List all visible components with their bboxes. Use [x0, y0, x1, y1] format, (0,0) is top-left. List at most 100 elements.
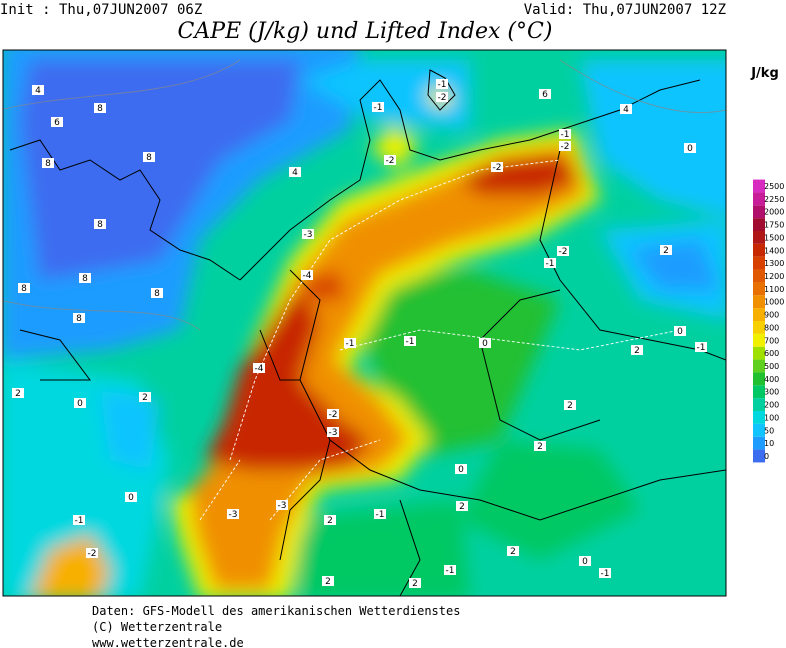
map: 4 6 8 8 8 8 8 8 8 8 2 0 2 0 -1 -2 4 -1 -2 -1 -2 6 4 -1 -2 -2 0 -3 -4…	[3, 50, 726, 596]
colorbar-segment	[753, 282, 765, 296]
colorbar-label: 10	[764, 439, 774, 448]
contour-label: 4	[623, 105, 629, 115]
colorbar-segment	[753, 218, 765, 231]
contour-label: -1	[75, 516, 84, 526]
label-box	[684, 143, 696, 153]
init-time: Init : Thu,07JUN2007 06Z	[0, 2, 202, 18]
label-box	[12, 388, 24, 398]
label-box	[301, 270, 313, 280]
colorbar-segment	[753, 231, 765, 244]
contour-label: -4	[303, 271, 312, 281]
contour-label: 0	[582, 557, 588, 567]
contour-label: 6	[54, 118, 60, 128]
contour-label: 8	[82, 274, 88, 284]
contour-label: 4	[292, 168, 298, 178]
label-box	[94, 219, 106, 229]
contour-label: 0	[128, 493, 134, 503]
label-box	[32, 85, 44, 95]
label-box	[322, 576, 334, 586]
colorbar: 0 10 50 100 200 300 400 500 600 700 800 900 1000 1100…	[753, 179, 784, 463]
label-box	[374, 509, 386, 519]
label-box	[42, 158, 54, 168]
label-box	[491, 162, 503, 172]
label-box	[559, 141, 571, 151]
label-box	[455, 464, 467, 474]
contour-label: -4	[255, 364, 264, 374]
label-box	[73, 313, 85, 323]
label-box	[384, 155, 396, 165]
label-box	[289, 167, 301, 177]
label-box	[559, 129, 571, 139]
label-box	[599, 568, 611, 578]
contour-label: -3	[329, 428, 338, 438]
label-box	[409, 578, 421, 588]
label-box	[344, 338, 356, 348]
contour-label: -1	[561, 130, 570, 140]
contour-label: 8	[45, 159, 51, 169]
colorbar-segment	[753, 359, 765, 373]
label-box	[324, 515, 336, 525]
contour-label: 8	[97, 220, 103, 230]
colorbar-segment	[753, 333, 765, 347]
contour-label: 2	[510, 547, 516, 557]
contour-label: -1	[546, 259, 555, 269]
colorbar-segment	[753, 295, 765, 309]
colorbar-label: 1400	[764, 246, 784, 255]
contour-label: 2	[325, 577, 331, 587]
colorbar-label: 50	[764, 426, 774, 435]
label-box	[125, 492, 137, 502]
colorbar-label: 2500	[764, 182, 784, 191]
colorbar-label: 800	[764, 323, 779, 332]
label-box	[74, 398, 86, 408]
colorbar-segment	[753, 321, 765, 334]
contour-label: 0	[77, 399, 83, 409]
colorbar-segment	[753, 423, 765, 437]
label-box	[18, 283, 30, 293]
contour-label: -1	[446, 566, 455, 576]
label-box	[539, 89, 551, 99]
label-box	[436, 79, 448, 89]
label-box	[73, 515, 85, 525]
contour-label: -2	[329, 410, 338, 420]
contour-label: 0	[687, 144, 693, 154]
colorbar-segment	[753, 398, 765, 411]
contour-labels: 4 6 8 8 8 8 8 8 8 8 2 0 2 0 -1 -2 4 -1 -2 -1 -2 6 4 -1 -2 -2 0 -3 -4…	[12, 79, 707, 589]
label-box	[507, 546, 519, 556]
valid-time: Valid: Thu,07JUN2007 12Z	[524, 2, 726, 18]
colorbar-label: 1200	[764, 272, 784, 281]
label-box	[51, 117, 63, 127]
contour-label: -2	[559, 247, 568, 257]
colorbar-label: 300	[764, 388, 779, 397]
label-box	[620, 104, 632, 114]
label-box	[579, 556, 591, 566]
label-box	[139, 392, 151, 402]
label-box	[327, 409, 339, 419]
colorbar-label: 900	[764, 311, 779, 320]
contour-label: -1	[697, 343, 706, 353]
colorbar-label: 1100	[764, 285, 784, 294]
colorbar-label: 700	[764, 336, 779, 345]
label-box	[227, 509, 239, 519]
label-box	[444, 565, 456, 575]
colorbar-segment	[753, 346, 765, 360]
footer-line: Daten: GFS-Modell des amerikanischen Wet…	[92, 604, 460, 618]
contour-label: 2	[567, 401, 573, 411]
contour-label: -3	[304, 230, 313, 240]
contour-label: 0	[677, 327, 683, 337]
contour-label: 2	[15, 389, 21, 399]
colorbar-label: 200	[764, 401, 779, 410]
label-box	[631, 345, 643, 355]
colorbar-label: 1000	[764, 298, 784, 307]
colorbar-segment	[753, 449, 765, 463]
label-box	[143, 152, 155, 162]
colorbar-segment	[753, 411, 765, 424]
colorbar-label: 1300	[764, 259, 784, 268]
colorbar-segment	[753, 385, 765, 399]
contour-label: 8	[76, 314, 82, 324]
footer-line: (C) Wetterzentrale	[92, 620, 222, 634]
contour-label: 2	[412, 579, 418, 589]
contour-label: 8	[97, 104, 103, 114]
contour-label: 2	[327, 516, 333, 526]
footer-line: www.wetterzentrale.de	[92, 636, 244, 648]
contour-label: 8	[21, 284, 27, 294]
